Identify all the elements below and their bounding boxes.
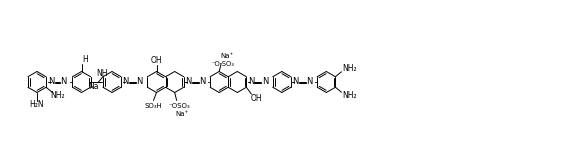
Text: N: N [136,78,143,87]
Text: ⁻O·SO₃: ⁻O·SO₃ [212,60,235,66]
Text: N: N [199,78,205,87]
Text: Na⁺: Na⁺ [175,111,188,117]
Text: N: N [261,78,268,87]
Text: ⁻OSO₃: ⁻OSO₃ [169,103,190,109]
Text: N: N [48,78,54,87]
Text: Na: Na [89,82,99,91]
Text: N: N [61,78,67,87]
Text: N: N [122,78,129,87]
Text: N: N [306,78,313,87]
Text: NH: NH [96,69,108,79]
Text: NH₂: NH₂ [342,91,357,100]
Text: OH: OH [151,56,162,65]
Text: N: N [185,78,192,87]
Text: SO₃H: SO₃H [145,104,162,110]
Text: N: N [292,78,298,87]
Text: OH: OH [250,94,262,103]
Text: NH₂: NH₂ [342,64,357,73]
Text: NH₂: NH₂ [50,91,65,100]
Text: Na⁺: Na⁺ [220,53,234,59]
Text: H: H [83,55,88,64]
Text: N: N [248,78,254,87]
Text: H₂N: H₂N [29,100,44,109]
